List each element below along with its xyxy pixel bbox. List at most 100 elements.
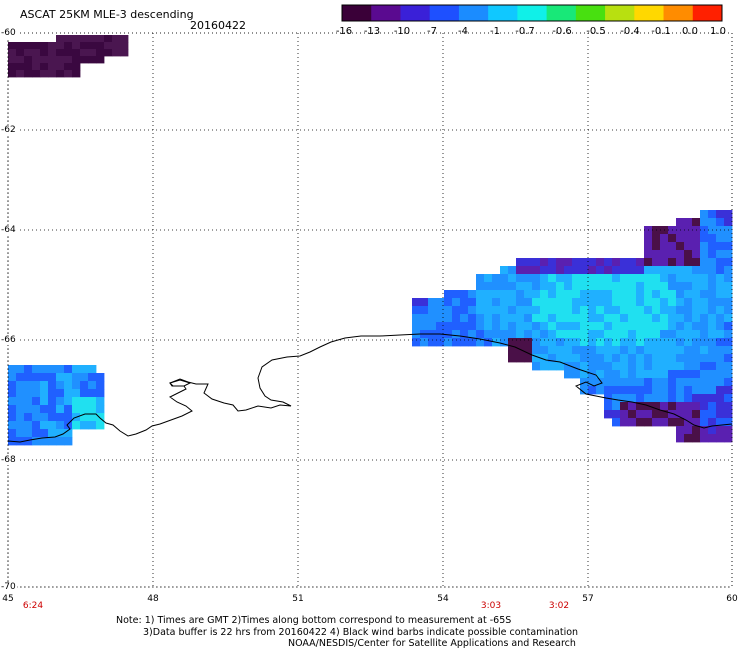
data-cell: [580, 306, 589, 315]
data-cell: [564, 370, 573, 379]
data-cell: [80, 49, 89, 57]
data-cell: [692, 394, 701, 403]
data-cell: [516, 258, 525, 267]
data-cell: [628, 266, 637, 275]
data-cell: [676, 242, 685, 251]
data-cell: [708, 378, 717, 387]
data-cell: [572, 322, 581, 331]
colorbar-tick-label: -10: [393, 26, 411, 37]
data-cell: [628, 346, 637, 355]
data-cell: [48, 421, 57, 430]
data-cell: [628, 410, 637, 419]
data-cell: [580, 330, 589, 339]
data-cell: [676, 370, 685, 379]
data-cell: [676, 258, 685, 267]
data-cell: [492, 330, 501, 339]
data-cell: [612, 410, 621, 419]
data-cell: [652, 338, 661, 347]
data-cell: [628, 258, 637, 267]
data-cell: [32, 437, 41, 446]
data-cell: [724, 250, 733, 259]
data-cell: [72, 397, 81, 406]
data-cell: [460, 330, 469, 339]
data-cell: [64, 437, 73, 446]
data-cell: [660, 282, 669, 291]
data-cell: [556, 338, 565, 347]
data-cell: [484, 290, 493, 299]
data-cell: [652, 282, 661, 291]
longitude-label: 54: [437, 594, 449, 604]
data-cell: [428, 322, 437, 331]
data-cell: [564, 322, 573, 331]
data-cell: [16, 70, 25, 78]
data-cell: [16, 389, 25, 398]
data-cell: [708, 362, 717, 371]
data-cell: [716, 290, 725, 299]
data-cell: [548, 266, 557, 275]
data-cell: [32, 429, 41, 438]
data-cell: [628, 402, 637, 411]
data-cell: [484, 298, 493, 307]
data-cell: [692, 378, 701, 387]
data-cell: [40, 421, 49, 430]
data-cell: [724, 410, 733, 419]
data-cell: [32, 413, 41, 422]
data-cell: [716, 250, 725, 259]
data-cell: [8, 373, 17, 382]
data-cell: [572, 346, 581, 355]
data-cell: [120, 42, 129, 50]
data-cell: [620, 282, 629, 291]
data-cell: [620, 378, 629, 387]
data-cell: [524, 274, 533, 283]
data-cell: [24, 397, 33, 406]
data-cell: [72, 389, 81, 398]
data-cell: [548, 258, 557, 267]
data-cell: [572, 370, 581, 379]
colorbar-swatch: [575, 5, 606, 21]
data-cell: [596, 370, 605, 379]
data-cell: [436, 314, 445, 323]
data-cell: [64, 70, 73, 78]
data-cell: [112, 35, 121, 43]
data-cell: [88, 405, 97, 414]
data-cell: [64, 63, 73, 71]
data-cell: [684, 242, 693, 251]
data-cell: [644, 266, 653, 275]
data-cell: [436, 306, 445, 315]
data-cell: [636, 290, 645, 299]
data-cell: [16, 397, 25, 406]
data-cell: [24, 63, 33, 71]
data-cell: [660, 258, 669, 267]
data-cell: [8, 381, 17, 390]
data-cell: [24, 49, 33, 57]
data-cell: [580, 314, 589, 323]
data-cell: [652, 354, 661, 363]
latitude-label: -62: [0, 125, 17, 135]
data-cell: [64, 429, 73, 438]
data-cell: [660, 322, 669, 331]
data-cell: [40, 63, 49, 71]
data-cell: [88, 42, 97, 50]
data-cell: [500, 290, 509, 299]
data-cell: [724, 306, 733, 315]
data-cell: [700, 242, 709, 251]
data-cell: [724, 210, 733, 219]
data-cell: [604, 274, 613, 283]
data-cell: [596, 282, 605, 291]
data-cell: [48, 397, 57, 406]
data-cell: [508, 330, 517, 339]
data-cell: [644, 410, 653, 419]
data-cell: [596, 362, 605, 371]
data-cell: [56, 405, 65, 414]
data-cell: [660, 394, 669, 403]
data-cell: [660, 362, 669, 371]
data-cell: [556, 354, 565, 363]
data-cell: [644, 290, 653, 299]
data-cell: [516, 338, 525, 347]
data-cell: [716, 322, 725, 331]
data-cell: [652, 266, 661, 275]
data-cell: [492, 290, 501, 299]
data-cell: [56, 429, 65, 438]
data-cell: [104, 42, 113, 50]
data-cell: [476, 330, 485, 339]
